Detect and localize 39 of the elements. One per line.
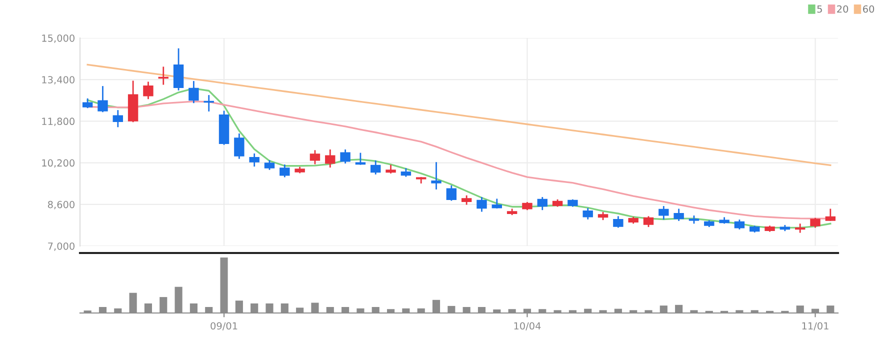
candlestick <box>674 208 684 221</box>
candlestick <box>173 48 184 90</box>
candlestick <box>188 81 199 104</box>
y-tick-label: 13,400 <box>42 76 74 84</box>
y-tick-label: 7,000 <box>48 242 74 251</box>
candlestick <box>446 185 457 201</box>
y-tick-label: 8,600 <box>48 200 74 210</box>
candlestick <box>370 160 381 174</box>
candlestick <box>204 95 214 112</box>
candlestick <box>234 133 244 159</box>
candlestick <box>280 164 290 178</box>
candlestick <box>143 82 154 100</box>
legend-label: 60 <box>863 5 874 13</box>
candlestick <box>340 149 350 164</box>
y-tick-label: 15,000 <box>42 34 74 43</box>
candlestick <box>112 110 124 128</box>
candlestick <box>476 197 487 212</box>
candlestick <box>325 149 336 168</box>
legend-label: 5 <box>817 5 822 13</box>
line-series <box>86 88 832 229</box>
candlestick <box>613 216 624 228</box>
candlestick <box>537 197 548 210</box>
y-tick-label: 10,200 <box>42 159 74 168</box>
line-series <box>86 64 832 166</box>
x-tick-label: 09/01 <box>210 322 238 330</box>
candlestick <box>643 216 654 228</box>
candlestick <box>794 224 806 233</box>
x-tick-label: 11/01 <box>802 322 828 330</box>
candlestick <box>355 152 366 165</box>
y-tick-label: 11,800 <box>42 118 74 126</box>
candlestick <box>249 153 260 167</box>
candlestick <box>825 208 836 221</box>
candlestick <box>310 150 320 164</box>
candlestick <box>582 208 593 220</box>
candlestick <box>431 162 442 190</box>
legend-label: 20 <box>837 5 848 13</box>
candlestick <box>658 206 669 220</box>
x-tick-label: 10/04 <box>514 322 541 330</box>
candlestick <box>98 86 108 112</box>
